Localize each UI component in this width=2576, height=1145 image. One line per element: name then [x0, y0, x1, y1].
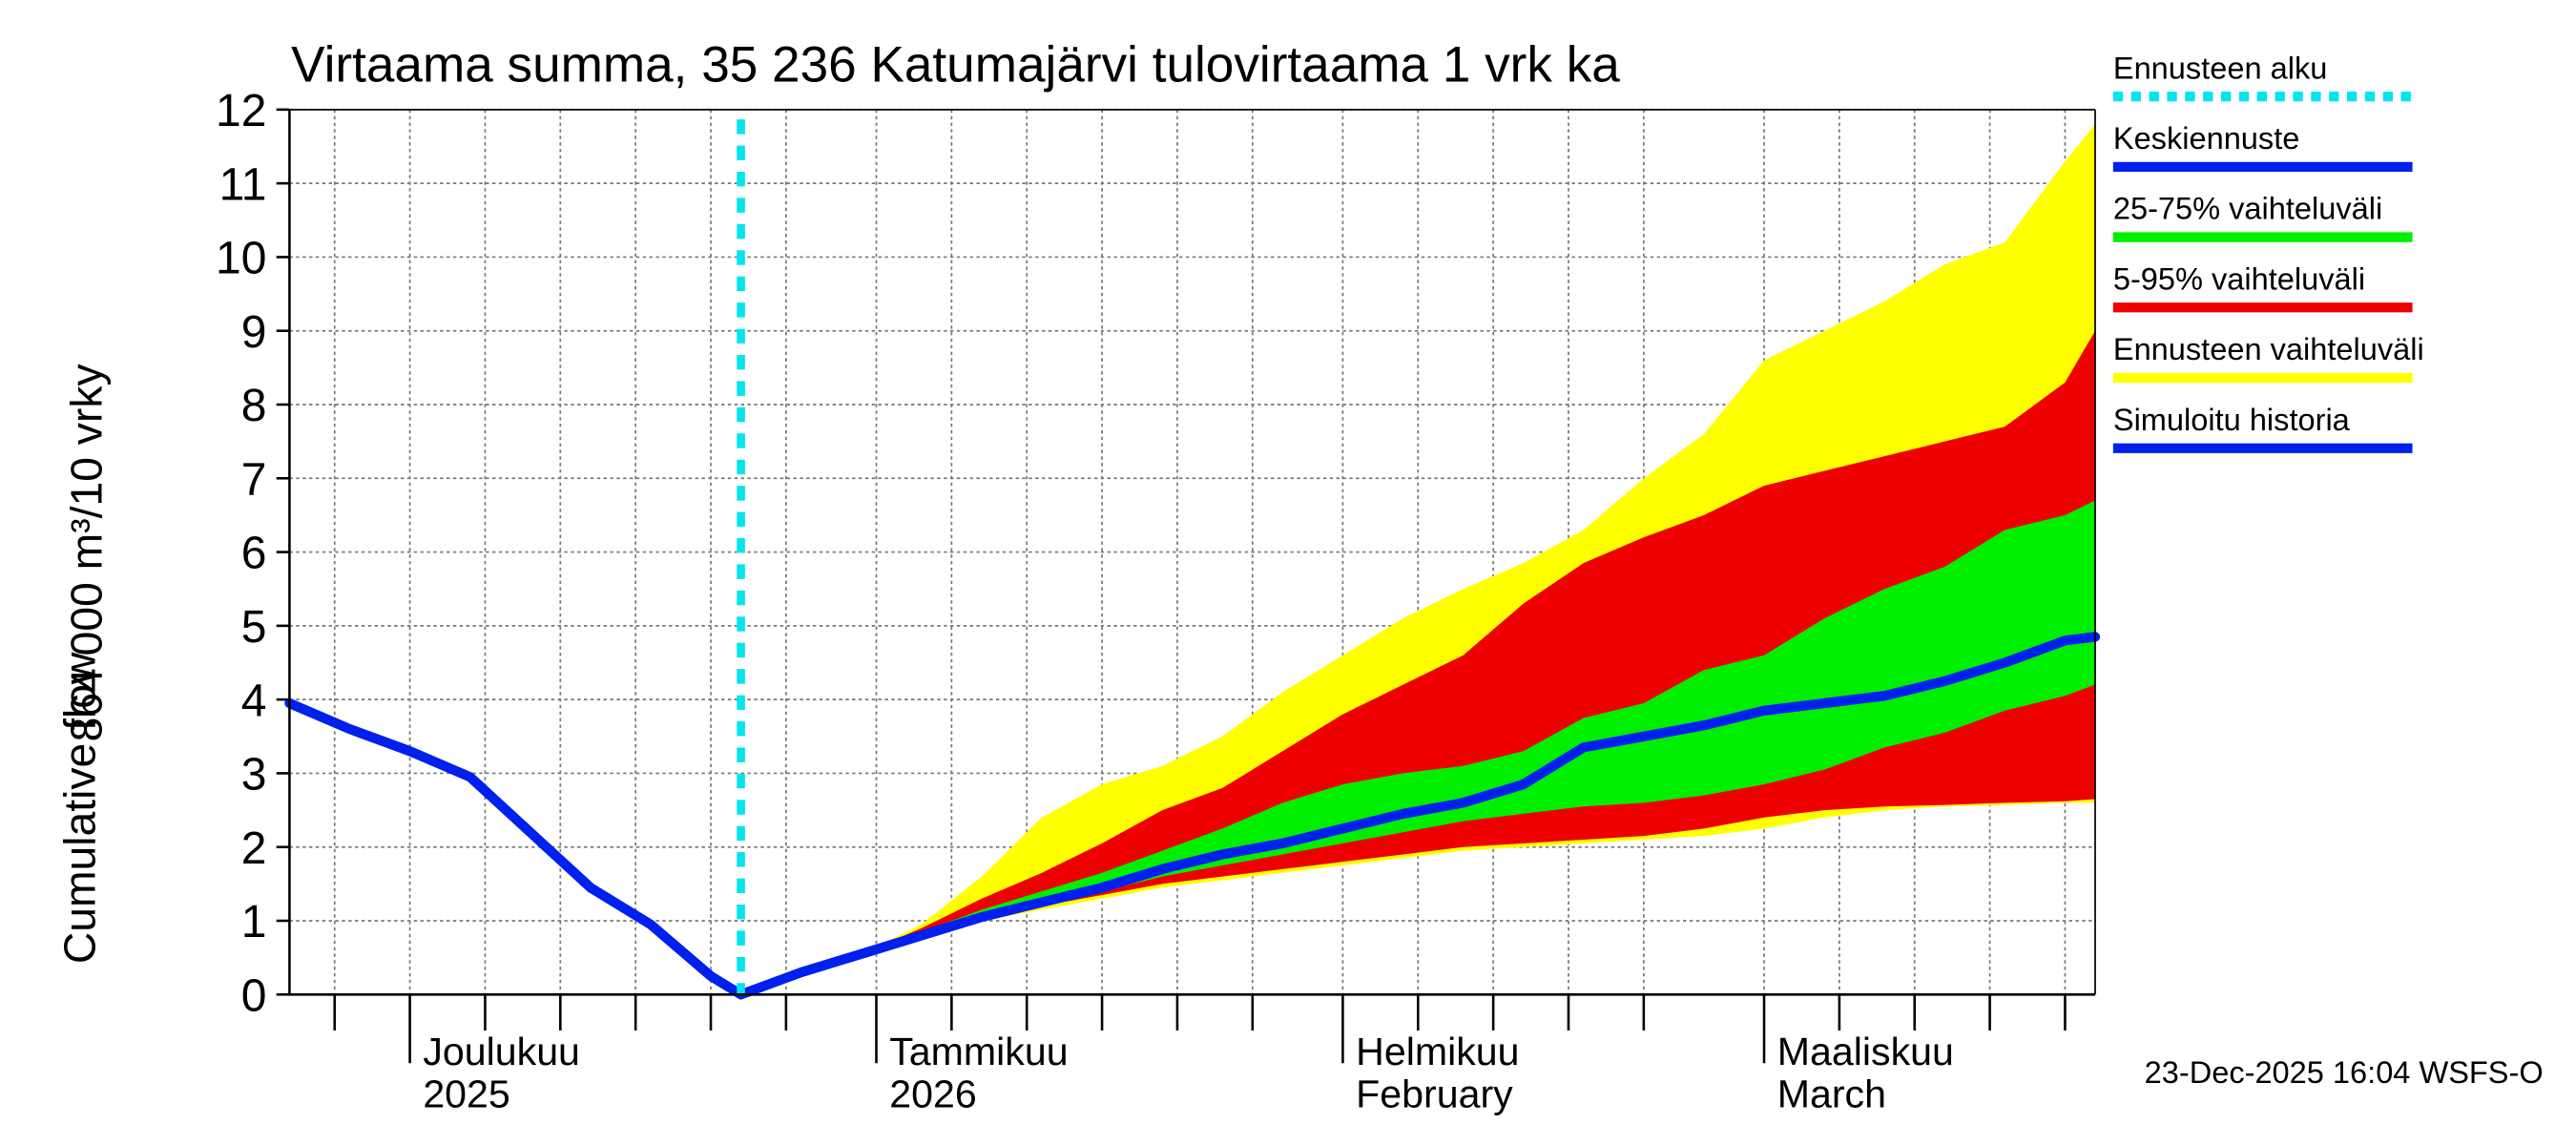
x-tick-label: Tammikuu [889, 1030, 1068, 1073]
y-tick-label: 1 [241, 897, 267, 947]
x-tick-label: Helmikuu [1356, 1030, 1519, 1073]
y-tick-label: 0 [241, 970, 267, 1021]
legend-label: Simuloitu historia [2113, 403, 2351, 437]
timestamp: 23-Dec-2025 16:04 WSFS-O [2145, 1055, 2544, 1090]
y-tick-label: 9 [241, 307, 267, 358]
legend-label: Ennusteen alku [2113, 51, 2328, 85]
x-tick-label: Maaliskuu [1777, 1030, 1954, 1073]
y-tick-label: 10 [216, 234, 266, 284]
y-tick-label: 2 [241, 823, 267, 874]
legend-label: 5-95% vaihteluväli [2113, 261, 2365, 296]
legend-label: 25-75% vaihteluväli [2113, 192, 2382, 226]
legend-label: Ennusteen vaihteluväli [2113, 332, 2424, 366]
y-tick-label: 12 [216, 86, 266, 136]
y-axis-label: Cumulative flow [54, 652, 104, 964]
x-tick-label: March [1777, 1072, 1886, 1116]
x-tick-label: February [1356, 1072, 1513, 1116]
band-area [740, 500, 2095, 995]
chart-title: Virtaama summa, 35 236 Katumajärvi tulov… [291, 37, 1620, 94]
y-tick-label: 11 [219, 159, 267, 210]
y-tick-label: 7 [241, 454, 267, 505]
y-tick-label: 3 [241, 750, 267, 801]
x-tick-label: 2026 [889, 1072, 977, 1116]
y-tick-label: 8 [241, 381, 267, 431]
y-tick-label: 5 [241, 602, 267, 653]
series-line [736, 632, 2101, 1000]
y-tick-label: 4 [241, 676, 267, 726]
y-axis-label: 864 000 m³/10 vrky [61, 364, 111, 742]
y-tick-label: 6 [241, 529, 267, 579]
x-tick-label: 2025 [423, 1072, 510, 1116]
series-line [284, 697, 746, 1000]
x-tick-label: Joulukuu [423, 1030, 580, 1073]
legend-label: Keskiennuste [2113, 121, 2300, 156]
band-area [740, 330, 2095, 995]
